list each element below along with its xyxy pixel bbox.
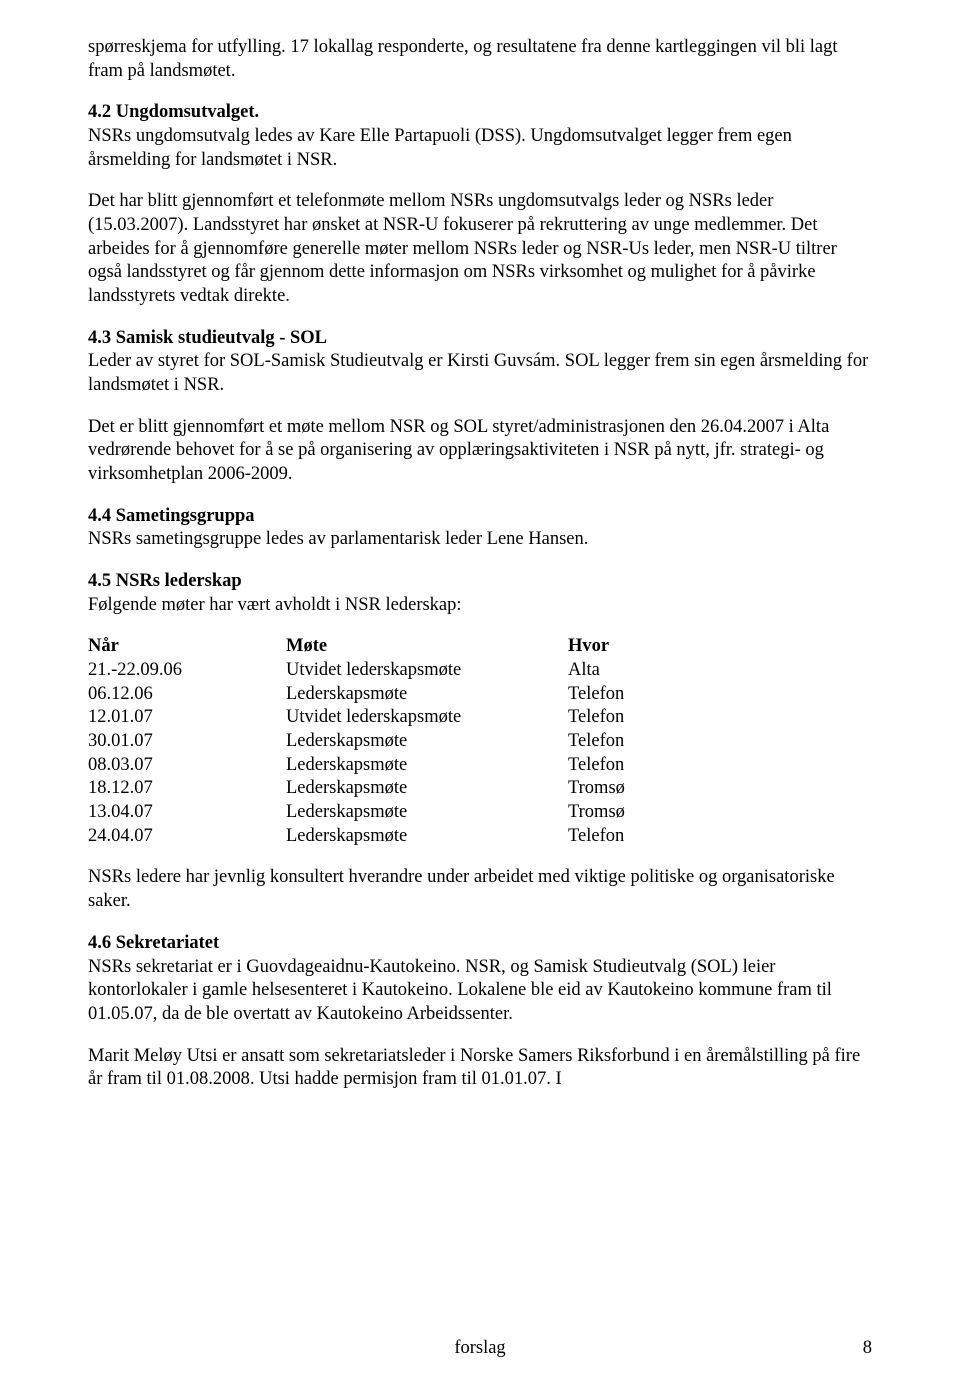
cell-when: 13.04.07 [88, 801, 286, 825]
cell-where: Telefon [568, 730, 748, 754]
paragraph-4-3-1: Leder av styret for SOL-Samisk Studieutv… [88, 350, 872, 397]
cell-meeting: Lederskapsmøte [286, 730, 568, 754]
cell-when: 06.12.06 [88, 683, 286, 707]
cell-meeting: Utvidet lederskapsmøte [286, 706, 568, 730]
table-header-row: Når Møte Hvor [88, 635, 748, 659]
cell-when: 24.04.07 [88, 825, 286, 849]
cell-where: Tromsø [568, 801, 748, 825]
paragraph-4-4-1: NSRs sametingsgruppe ledes av parlamenta… [88, 528, 872, 552]
intro-paragraph: spørreskjema for utfylling. 17 lokallag … [88, 36, 872, 83]
meetings-table: Når Møte Hvor 21.-22.09.06 Utvidet leder… [88, 635, 748, 848]
cell-when: 21.-22.09.06 [88, 659, 286, 683]
cell-meeting: Lederskapsmøte [286, 683, 568, 707]
table-row: 30.01.07 Lederskapsmøte Telefon [88, 730, 748, 754]
cell-where: Telefon [568, 754, 748, 778]
cell-where: Telefon [568, 825, 748, 849]
cell-when: 18.12.07 [88, 777, 286, 801]
col-header-where: Hvor [568, 635, 748, 659]
paragraph-4-6-2: Marit Meløy Utsi er ansatt som sekretari… [88, 1045, 872, 1092]
table-row: 21.-22.09.06 Utvidet lederskapsmøte Alta [88, 659, 748, 683]
paragraph-4-2-2: Det har blitt gjennomført et telefonmøte… [88, 190, 872, 308]
table-row: 12.01.07 Utvidet lederskapsmøte Telefon [88, 706, 748, 730]
page-footer: forslag 8 [0, 1338, 960, 1359]
page-number: 8 [863, 1338, 872, 1359]
paragraph-4-3-2: Det er blitt gjennomført et møte mellom … [88, 416, 872, 487]
heading-4-3: 4.3 Samisk studieutvalg - SOL [88, 327, 872, 351]
heading-4-6: 4.6 Sekretariatet [88, 932, 872, 956]
heading-4-2: 4.2 Ungdomsutvalget. [88, 101, 872, 125]
footer-label: forslag [454, 1338, 505, 1359]
cell-meeting: Lederskapsmøte [286, 825, 568, 849]
cell-when: 30.01.07 [88, 730, 286, 754]
cell-meeting: Utvidet lederskapsmøte [286, 659, 568, 683]
table-row: 13.04.07 Lederskapsmøte Tromsø [88, 801, 748, 825]
col-header-when: Når [88, 635, 286, 659]
cell-when: 12.01.07 [88, 706, 286, 730]
paragraph-4-5-1: Følgende møter har vært avholdt i NSR le… [88, 594, 872, 618]
table-row: 24.04.07 Lederskapsmøte Telefon [88, 825, 748, 849]
table-row: 08.03.07 Lederskapsmøte Telefon [88, 754, 748, 778]
cell-when: 08.03.07 [88, 754, 286, 778]
paragraph-4-6-1: NSRs sekretariat er i Guovdageaidnu-Kaut… [88, 956, 872, 1027]
cell-where: Telefon [568, 706, 748, 730]
cell-meeting: Lederskapsmøte [286, 801, 568, 825]
document-page: spørreskjema for utfylling. 17 lokallag … [0, 0, 960, 1389]
col-header-meeting: Møte [286, 635, 568, 659]
cell-where: Alta [568, 659, 748, 683]
paragraph-4-2-1: NSRs ungdomsutvalg ledes av Kare Elle Pa… [88, 125, 872, 172]
cell-meeting: Lederskapsmøte [286, 754, 568, 778]
table-row: 18.12.07 Lederskapsmøte Tromsø [88, 777, 748, 801]
heading-4-4: 4.4 Sametingsgruppa [88, 505, 872, 529]
cell-where: Tromsø [568, 777, 748, 801]
table-row: 06.12.06 Lederskapsmøte Telefon [88, 683, 748, 707]
cell-where: Telefon [568, 683, 748, 707]
paragraph-4-5-2: NSRs ledere har jevnlig konsultert hvera… [88, 866, 872, 913]
heading-4-5: 4.5 NSRs lederskap [88, 570, 872, 594]
cell-meeting: Lederskapsmøte [286, 777, 568, 801]
